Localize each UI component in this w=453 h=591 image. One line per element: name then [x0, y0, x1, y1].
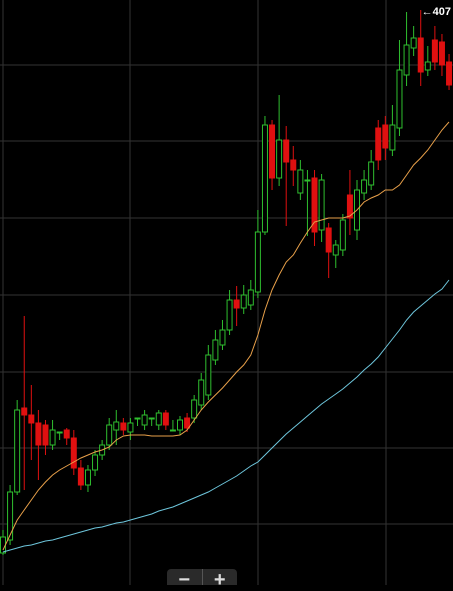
candle-body: [127, 422, 134, 433]
candle-body: [92, 454, 99, 471]
candle-body: [396, 69, 403, 129]
candle-body: [120, 422, 127, 431]
candle-body: [304, 179, 311, 182]
candle-body: [361, 179, 368, 194]
candle-body: [233, 299, 240, 309]
moving-average-line: [2, 279, 450, 553]
price-label: ←407: [422, 6, 451, 18]
candle-body: [431, 39, 438, 63]
candle-body: [389, 124, 396, 151]
candle-body: [297, 169, 304, 194]
zoom-controls: − +: [167, 569, 238, 591]
zoom-in-button[interactable]: +: [201, 569, 238, 591]
candle-body: [21, 407, 28, 416]
candle-body: [269, 124, 276, 179]
candle-body: [70, 437, 77, 469]
candle-body: [332, 244, 339, 256]
candle-body: [169, 429, 176, 432]
candle-body: [318, 179, 325, 231]
candle-body: [283, 139, 290, 163]
candle-body: [417, 37, 424, 73]
candle-body: [56, 431, 63, 434]
candle-body: [49, 429, 56, 446]
moving-average-line: [2, 121, 450, 551]
candle-body: [155, 412, 162, 426]
candle-body: [134, 417, 141, 420]
candle-body: [410, 37, 417, 49]
candle-body: [63, 429, 70, 439]
candle-body: [0, 536, 6, 554]
candle-body: [346, 194, 353, 219]
candle-body: [77, 467, 84, 486]
candle-body: [35, 422, 42, 446]
candle-body: [113, 421, 120, 431]
candle-body: [84, 469, 91, 486]
candle-body: [198, 379, 205, 406]
candle-body: [261, 124, 268, 233]
candle-body: [438, 41, 445, 66]
candle-body: [240, 294, 247, 309]
candle-body: [7, 491, 14, 541]
candle-body: [14, 409, 21, 493]
candle-body: [28, 414, 35, 424]
candle-body: [339, 219, 346, 251]
candle-body: [368, 161, 375, 186]
zoom-out-button[interactable]: −: [178, 569, 191, 591]
candle-body: [177, 419, 183, 431]
candle-body: [382, 124, 389, 149]
candle-body: [254, 231, 261, 293]
candle-body: [205, 354, 212, 396]
candle-body: [247, 289, 254, 306]
candle-body: [162, 412, 169, 426]
candle-body: [219, 329, 226, 346]
candle-body: [148, 417, 155, 420]
candle-body: [424, 61, 431, 71]
candle-body: [184, 417, 191, 429]
candle-body: [403, 44, 410, 76]
candle-body: [446, 61, 453, 86]
candle-body: [325, 227, 332, 253]
candle-body: [226, 299, 233, 331]
candle-body: [106, 424, 113, 446]
candle-body: [276, 139, 283, 179]
candle-body: [141, 414, 148, 426]
candle-body: [290, 159, 297, 171]
candle-body: [212, 339, 219, 361]
candle-body: [191, 399, 198, 419]
candle-body: [375, 127, 382, 161]
candle-body: [311, 177, 318, 233]
candle-body: [42, 424, 49, 446]
